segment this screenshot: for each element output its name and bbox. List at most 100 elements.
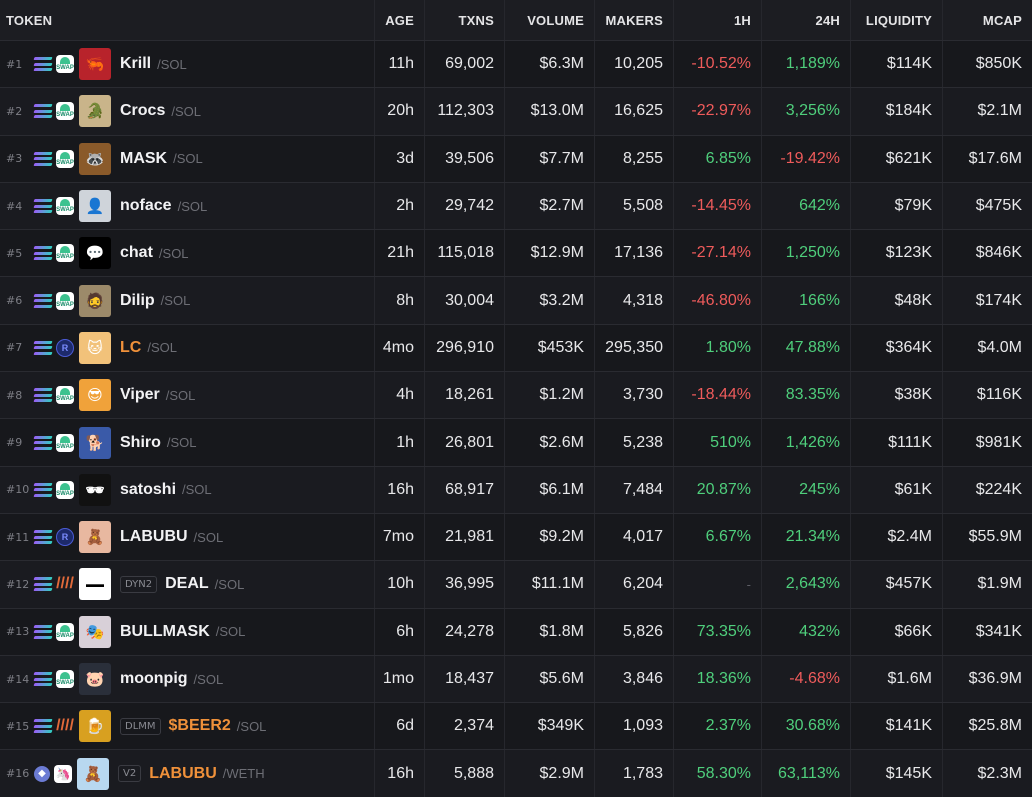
- table-row[interactable]: #1 SWAP 🦐 Krill /SOL 11h 69,002 $6.3M 10…: [0, 40, 1032, 88]
- rank-label: #9: [6, 436, 23, 450]
- liquidity-cell: $38K: [851, 372, 943, 419]
- quote-token: /SOL: [173, 151, 203, 167]
- table-row[interactable]: #10 SWAP 🕶 satoshi /SOL 16h 68,917 $6.1M…: [0, 465, 1032, 513]
- change-1h-cell: -18.44%: [674, 372, 762, 419]
- rank-label: #1: [6, 57, 23, 71]
- txns-cell: 296,910: [425, 324, 505, 372]
- rank-label: #13: [6, 625, 30, 639]
- change-1h-cell: 510%: [674, 419, 762, 466]
- quote-token: /SOL: [147, 340, 177, 356]
- token-symbol: Krill: [120, 55, 152, 73]
- token-avatar: 🧸: [79, 521, 111, 554]
- change-1h-cell: -14.45%: [674, 182, 762, 230]
- change-1h-cell: 18.36%: [674, 655, 762, 703]
- makers-cell: 3,846: [595, 655, 674, 703]
- table-row[interactable]: #11 R 🧸 LABUBU /SOL 7mo 21,981 $9.2M 4,0…: [0, 512, 1032, 561]
- liquidity-cell: $457K: [851, 561, 943, 608]
- table-row[interactable]: #7 R 🐱 LC /SOL 4mo 296,910 $453K 295,350…: [0, 323, 1032, 372]
- token-cell: #3 SWAP 🦝 MASK /SOL: [0, 135, 375, 182]
- makers-cell: 1,093: [595, 703, 674, 750]
- header-age[interactable]: AGE: [375, 0, 425, 40]
- token-cell: #9 SWAP 🐕 Shiro /SOL: [0, 419, 375, 466]
- header-txns[interactable]: TXNS: [425, 0, 505, 40]
- change-1h-cell: -10.52%: [674, 41, 762, 88]
- mcap-cell: $4.0M: [977, 338, 1022, 356]
- header-volume[interactable]: VOLUME: [505, 0, 595, 40]
- solana-icon: [33, 482, 53, 497]
- mcap-cell: $17.6M: [968, 149, 1022, 167]
- txns-cell: 39,506: [425, 135, 505, 182]
- table-row[interactable]: #3 SWAP 🦝 MASK /SOL 3d 39,506 $7.7M 8,25…: [0, 134, 1032, 182]
- table-row[interactable]: #4 SWAP 👤 noface /SOL 2h 29,742 $2.7M 5,…: [0, 181, 1032, 230]
- swap-dex-icon: SWAP: [56, 244, 74, 263]
- header-token[interactable]: TOKEN: [0, 0, 375, 40]
- change-24h-cell: 245%: [762, 466, 851, 513]
- token-symbol: satoshi: [120, 480, 177, 498]
- token-symbol: $BEER2: [168, 717, 231, 735]
- liquidity-cell: $123K: [851, 230, 943, 277]
- mcap-cell: $25.8M: [968, 717, 1022, 735]
- change-1h-cell: 6.67%: [674, 513, 762, 561]
- change-1h-cell: 2.37%: [674, 703, 762, 750]
- quote-token: /SOL: [193, 529, 224, 545]
- txns-cell: 69,002: [425, 41, 505, 88]
- liquidity-cell: $2.4M: [851, 513, 943, 561]
- volume-cell: $6.1M: [505, 466, 595, 513]
- uni-dex-icon: 🦄: [54, 764, 72, 783]
- table-row[interactable]: #14 SWAP 🐷 moonpig /SOL 1mo 18,437 $5.6M…: [0, 654, 1032, 703]
- age-cell: 16h: [375, 750, 425, 797]
- makers-cell: 5,508: [595, 182, 674, 230]
- makers-cell: 10,205: [595, 41, 674, 88]
- table-row[interactable]: #6 SWAP 🧔 Dilip /SOL 8h 30,004 $3.2M 4,3…: [0, 276, 1032, 324]
- table-row[interactable]: #12 //// ▬▬ DYN2 DEAL /SOL 10h 36,995 $1…: [0, 560, 1032, 608]
- volume-cell: $3.2M: [505, 277, 595, 324]
- table-row[interactable]: #5 SWAP 💬 chat /SOL 21h 115,018 $12.9M 1…: [0, 229, 1032, 277]
- change-1h-cell: 20.87%: [674, 466, 762, 513]
- liquidity-cell: $79K: [851, 182, 943, 230]
- met-dex-icon: ////: [56, 717, 74, 735]
- rank-label: #5: [6, 246, 23, 260]
- rank-label: #3: [6, 152, 23, 166]
- txns-cell: 21,981: [425, 513, 505, 561]
- table-row[interactable]: #2 SWAP 🐊 Crocs /SOL 20h 112,303 $13.0M …: [0, 87, 1032, 135]
- token-avatar: 🎭: [79, 615, 111, 648]
- token-avatar: 🦝: [79, 142, 111, 175]
- txns-cell: 115,018: [425, 230, 505, 277]
- header-1h[interactable]: 1H: [674, 0, 762, 40]
- change-24h-cell: -4.68%: [762, 655, 851, 703]
- change-24h-cell: 3,256%: [762, 88, 851, 135]
- table-row[interactable]: #13 SWAP 🎭 BULLMASK /SOL 6h 24,278 $1.8M…: [0, 607, 1032, 655]
- token-cell: #7 R 🐱 LC /SOL: [0, 324, 375, 372]
- table-row[interactable]: #16 ◆ 🦄 🧸 V2 LABUBU /WETH 16h 5,888 $2.9…: [0, 749, 1032, 797]
- volume-cell: $6.3M: [505, 41, 595, 88]
- change-1h-cell: -: [674, 561, 762, 608]
- table-row[interactable]: #8 SWAP 😎 Viper /SOL 4h 18,261 $1.2M 3,7…: [0, 371, 1032, 419]
- change-24h-cell: 30.68%: [762, 703, 851, 750]
- table-row[interactable]: #9 SWAP 🐕 Shiro /SOL 1h 26,801 $2.6M 5,2…: [0, 418, 1032, 466]
- rank-label: #2: [6, 104, 23, 118]
- volume-cell: $7.7M: [505, 135, 595, 182]
- solana-icon: [33, 435, 53, 450]
- volume-cell: $2.7M: [505, 182, 595, 230]
- solana-icon: [33, 246, 53, 261]
- header-makers[interactable]: MAKERS: [595, 0, 674, 40]
- token-symbol: LABUBU: [120, 528, 188, 546]
- token-avatar: 🐷: [79, 663, 111, 695]
- makers-cell: 17,136: [595, 230, 674, 277]
- makers-cell: 4,017: [595, 513, 674, 561]
- age-cell: 1mo: [375, 655, 425, 703]
- token-cell: #11 R 🧸 LABUBU /SOL: [0, 513, 375, 561]
- change-1h-cell: -22.97%: [674, 88, 762, 135]
- mcap-cell: $850K: [975, 55, 1022, 73]
- header-mcap[interactable]: MCAP: [982, 12, 1022, 28]
- header-24h[interactable]: 24H: [762, 0, 851, 40]
- table-row[interactable]: #15 //// 🍺 DLMM $BEER2 /SOL 6d 2,374 $34…: [0, 702, 1032, 750]
- age-cell: 7mo: [375, 513, 425, 561]
- swap-dex-icon: SWAP: [56, 670, 74, 688]
- header-liquidity[interactable]: LIQUIDITY: [851, 0, 943, 40]
- token-avatar: 🧔: [79, 284, 111, 317]
- volume-cell: $5.6M: [505, 655, 595, 703]
- rank-label: #8: [6, 388, 23, 402]
- liquidity-cell: $1.6M: [851, 655, 943, 703]
- token-symbol: BULLMASK: [120, 622, 210, 640]
